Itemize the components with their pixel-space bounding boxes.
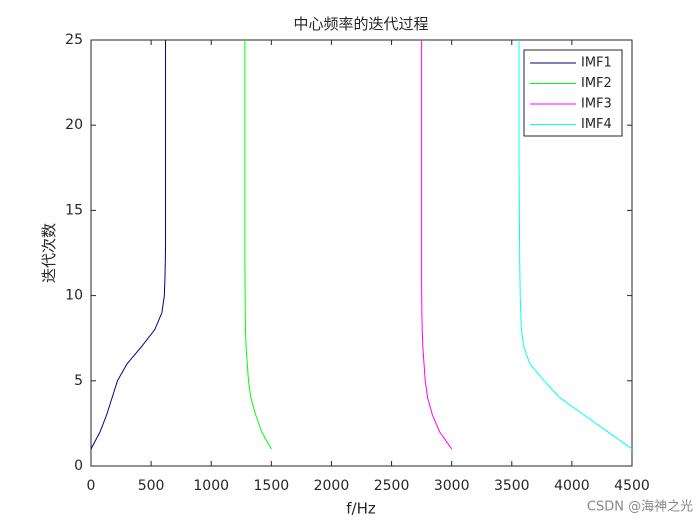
legend-label: IMF4 (581, 117, 612, 132)
plot-frame (90, 39, 633, 467)
y-tick-label: 25 (65, 32, 83, 48)
x-tick-label: 3500 (494, 478, 530, 494)
x-tick-label: 1500 (254, 478, 290, 494)
y-axis-label: 迭代次数 (40, 223, 58, 283)
chart-title: 中心频率的迭代过程 (293, 15, 428, 33)
legend-label: IMF1 (581, 56, 612, 71)
y-tick-label: 20 (65, 117, 83, 133)
legend-box (523, 49, 623, 137)
x-tick-label: 4500 (614, 478, 650, 494)
watermark: CSDN @海神之光 (587, 500, 693, 515)
x-tick-label: 0 (87, 478, 96, 494)
series-line (518, 40, 633, 450)
x-tick-label: 3000 (434, 478, 470, 494)
y-tick-label: 5 (74, 373, 83, 389)
y-tick-label: 15 (65, 202, 83, 218)
legend-label: IMF3 (581, 97, 612, 112)
series-line (90, 40, 167, 450)
series-line (244, 40, 272, 450)
series-line (421, 40, 453, 450)
y-tick-label: 10 (65, 288, 83, 304)
x-tick-label: 2500 (374, 478, 410, 494)
x-tick-label: 2000 (314, 478, 350, 494)
x-axis-label: f/Hz (346, 500, 376, 518)
x-tick-label: 1000 (193, 478, 229, 494)
y-tick-label: 0 (74, 458, 83, 474)
x-tick-label: 4000 (554, 478, 590, 494)
x-tick-label: 500 (138, 478, 165, 494)
legend-label: IMF2 (581, 76, 612, 91)
